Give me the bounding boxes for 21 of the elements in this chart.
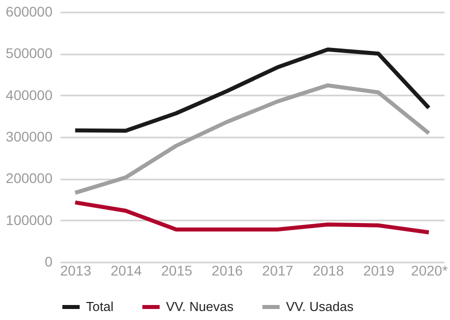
legend-label: VV. Nuevas	[166, 299, 234, 314]
x-tick-label: 2015	[161, 262, 192, 278]
line-series	[73, 200, 431, 234]
legend-label: VV. Usadas	[286, 299, 354, 314]
x-tick-label: 2017	[262, 262, 294, 278]
legend-label: Total	[86, 299, 114, 314]
y-tick-label: 400000	[6, 86, 53, 103]
x-tick-label: 2013	[60, 262, 92, 278]
x-tick-label: 2019	[363, 262, 395, 278]
y-tick-label: 200000	[6, 170, 53, 186]
y-tick-label: 100000	[6, 212, 53, 228]
x-tick-label: 2018	[312, 262, 344, 278]
line-series	[73, 83, 431, 195]
x-tick-label: 2014	[110, 262, 142, 278]
x-tick-label: 2016	[212, 262, 244, 278]
y-tick-label: 300000	[6, 128, 53, 144]
y-tick-label: 0	[44, 254, 53, 270]
y-tick-label: 600000	[6, 4, 53, 20]
x-tick-label: 2020*	[411, 262, 448, 278]
line-series	[73, 48, 431, 133]
y-tick-label: 500000	[6, 45, 53, 62]
